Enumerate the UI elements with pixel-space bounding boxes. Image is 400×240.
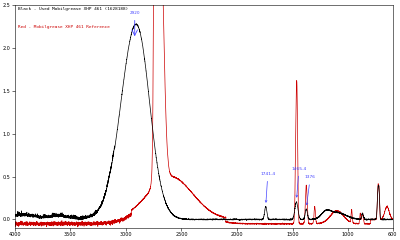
Text: 1741.4: 1741.4 bbox=[260, 172, 276, 202]
Text: Red - Mobilgrease XHP 461 Reference: Red - Mobilgrease XHP 461 Reference bbox=[18, 25, 110, 29]
Text: Black - Used Mobilgrease XHP 461 (1628188): Black - Used Mobilgrease XHP 461 (162818… bbox=[18, 7, 129, 11]
Text: 2920: 2920 bbox=[130, 11, 140, 15]
Text: 1376: 1376 bbox=[305, 175, 316, 205]
Text: 1465.4: 1465.4 bbox=[292, 167, 307, 197]
